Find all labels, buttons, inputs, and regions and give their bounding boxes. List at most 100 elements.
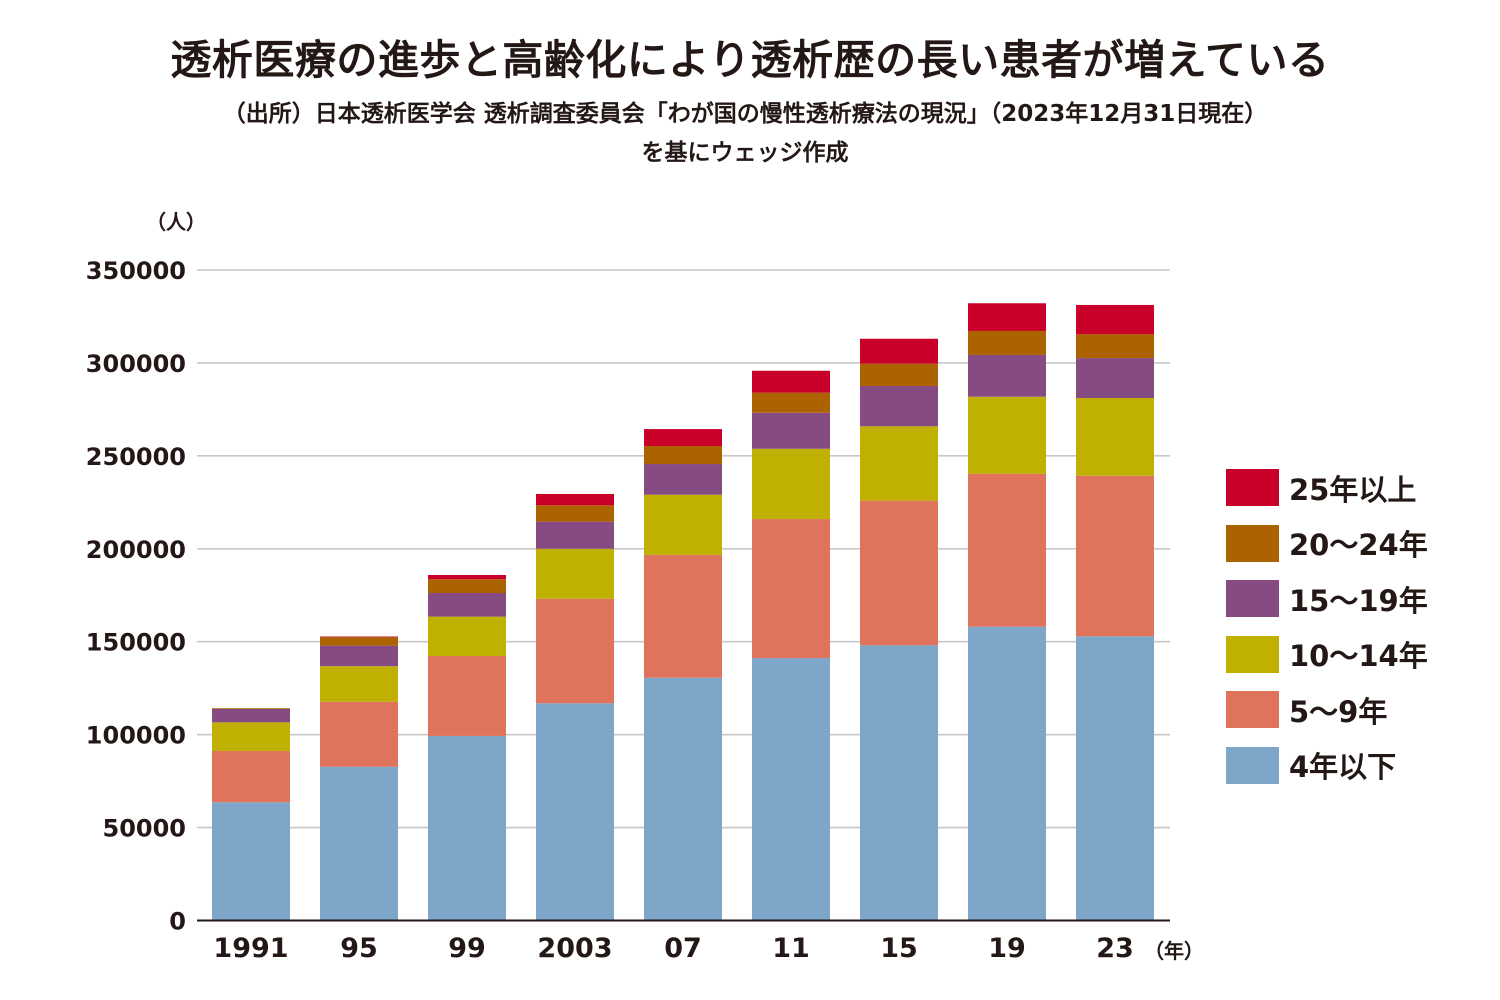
bar-segment bbox=[752, 392, 830, 413]
bar-segment bbox=[320, 666, 398, 702]
bar-segment bbox=[1076, 358, 1154, 399]
x-tick-label: 07 bbox=[664, 933, 702, 964]
legend: 25年以上 20〜24年 15〜19年 10〜14年 5〜9年 4年以下 bbox=[1226, 469, 1428, 803]
bar-segment bbox=[320, 701, 398, 767]
bar-segment bbox=[536, 548, 614, 599]
x-tick-label: 2003 bbox=[537, 933, 612, 964]
x-tick-label: 15 bbox=[880, 933, 918, 964]
bar-segment bbox=[428, 735, 506, 921]
bar-segment bbox=[428, 616, 506, 657]
bar-stack-19 bbox=[968, 303, 1046, 921]
legend-item-15-19: 15〜19年 bbox=[1226, 580, 1428, 618]
bar-segment bbox=[536, 505, 614, 522]
legend-item-10-14: 10〜14年 bbox=[1226, 635, 1428, 674]
bar-segment bbox=[536, 521, 614, 549]
bar-stack-11 bbox=[752, 370, 830, 921]
x-axis-unit-label: （年） bbox=[1144, 939, 1204, 963]
legend-item-20-24: 20〜24年 bbox=[1226, 524, 1428, 563]
bar-segment bbox=[320, 766, 398, 921]
bar-segment bbox=[428, 574, 506, 580]
bar-segment bbox=[536, 598, 614, 704]
bar-stack-99 bbox=[428, 574, 506, 921]
bar-segment bbox=[644, 429, 722, 447]
bar-segment bbox=[968, 626, 1046, 921]
bar-segment bbox=[536, 493, 614, 506]
legend-item-5-9: 5〜9年 bbox=[1226, 691, 1428, 729]
bar-stack-07 bbox=[644, 429, 722, 921]
legend-label: 20〜24年 bbox=[1289, 528, 1428, 563]
y-axis-ticks: 0 50000 100000 150000 200000 250000 300000 3500… bbox=[86, 257, 186, 936]
legend-swatch bbox=[1226, 691, 1279, 729]
bar-stack-23 bbox=[1076, 304, 1154, 921]
bar-segment bbox=[752, 519, 830, 659]
legend-label: 4年以下 bbox=[1289, 750, 1397, 785]
bar-segment bbox=[320, 637, 398, 646]
bar-segment bbox=[752, 412, 830, 449]
bar-segment bbox=[212, 802, 290, 921]
bar-segment bbox=[212, 708, 290, 709]
y-axis-unit-label: （人） bbox=[146, 210, 206, 234]
legend-label: 5〜9年 bbox=[1289, 694, 1388, 729]
legend-label: 10〜14年 bbox=[1289, 639, 1428, 674]
bar-segment bbox=[428, 579, 506, 594]
bar-segment bbox=[644, 554, 722, 678]
x-tick-label: 95 bbox=[340, 933, 378, 964]
legend-swatch bbox=[1226, 635, 1279, 673]
bar-segment bbox=[860, 645, 938, 921]
bar-stack-15 bbox=[860, 338, 938, 921]
bar-stack-95 bbox=[320, 636, 398, 921]
bar-stack-2003 bbox=[536, 493, 614, 921]
bar-segment bbox=[428, 593, 506, 617]
bar-segment bbox=[968, 354, 1046, 397]
bar-segment bbox=[968, 396, 1046, 474]
legend-swatch bbox=[1226, 469, 1279, 506]
bar-segment bbox=[968, 303, 1046, 331]
bar-segment bbox=[1076, 636, 1154, 921]
bar-segment bbox=[968, 330, 1046, 355]
legend-label: 25年以上 bbox=[1289, 472, 1417, 507]
bar-segment bbox=[320, 645, 398, 667]
legend-swatch bbox=[1226, 746, 1279, 784]
y-tick-label: 200000 bbox=[86, 536, 186, 564]
source-note: （出所）日本透析医学会 透析調査委員会「わが国の慢性透析療法の現況」（2023年… bbox=[222, 101, 1268, 127]
y-tick-label: 100000 bbox=[86, 722, 186, 750]
bar-segment bbox=[644, 677, 722, 921]
x-axis-ticks: 1991 95 99 2003 07 11 15 19 23 bbox=[213, 933, 1133, 964]
bar-stack-1991 bbox=[212, 708, 290, 921]
bar-segment bbox=[644, 446, 722, 465]
legend-item-4-or-less: 4年以下 bbox=[1226, 746, 1428, 785]
legend-swatch bbox=[1226, 580, 1279, 618]
x-tick-label: 19 bbox=[988, 933, 1026, 964]
bar-segment bbox=[212, 708, 290, 723]
source-note-line2: を基にウェッジ作成 bbox=[641, 140, 849, 166]
bar-segment bbox=[752, 448, 830, 520]
bars bbox=[212, 303, 1154, 921]
bar-segment bbox=[1076, 398, 1154, 476]
legend-swatch bbox=[1226, 524, 1279, 562]
bar-segment bbox=[860, 363, 938, 386]
bar-segment bbox=[644, 464, 722, 495]
y-tick-label: 250000 bbox=[86, 443, 186, 471]
bar-segment bbox=[860, 500, 938, 646]
legend-item-25plus: 25年以上 bbox=[1226, 469, 1428, 507]
bar-segment bbox=[968, 473, 1046, 627]
bar-segment bbox=[1076, 304, 1154, 335]
chart-title: 透析医療の進歩と高齢化により透析歴の長い患者が増えている bbox=[170, 36, 1330, 84]
y-tick-label: 300000 bbox=[86, 350, 186, 378]
bar-segment bbox=[428, 656, 506, 736]
y-tick-label: 150000 bbox=[86, 629, 186, 657]
bar-segment bbox=[536, 703, 614, 921]
y-tick-label: 50000 bbox=[103, 815, 187, 843]
y-tick-label: 350000 bbox=[86, 257, 186, 285]
bar-segment bbox=[860, 385, 938, 427]
bar-segment bbox=[860, 338, 938, 364]
bar-segment bbox=[320, 636, 398, 638]
legend-label: 15〜19年 bbox=[1289, 583, 1428, 618]
bar-segment bbox=[860, 426, 938, 501]
bar-segment bbox=[752, 658, 830, 921]
bar-segment bbox=[212, 750, 290, 803]
bar-segment bbox=[1076, 475, 1154, 637]
x-tick-label: 11 bbox=[772, 933, 810, 964]
bar-segment bbox=[752, 370, 830, 393]
